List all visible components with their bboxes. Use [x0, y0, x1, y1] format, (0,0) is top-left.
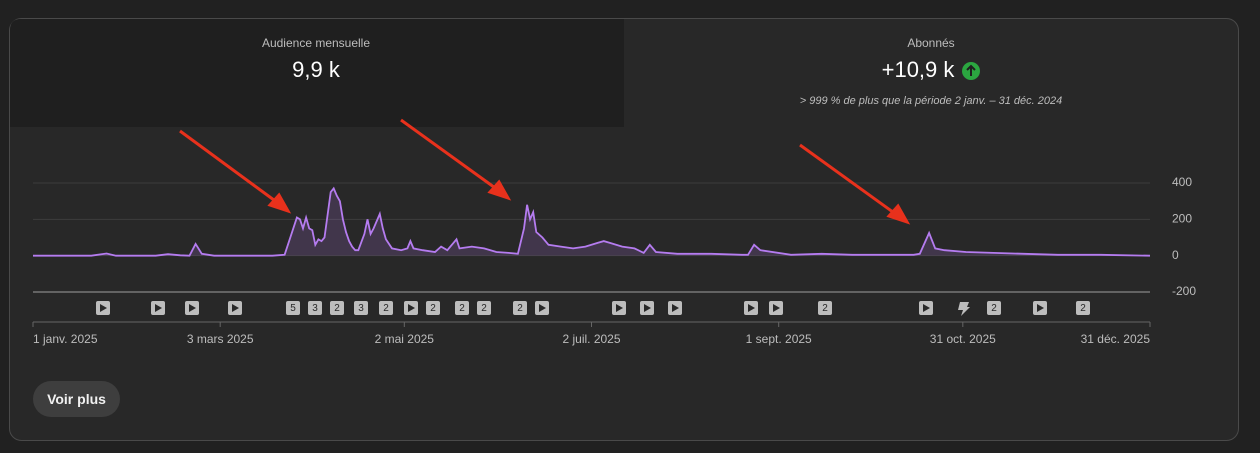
- video-badge-count: 3: [312, 303, 318, 314]
- play-icon: [232, 304, 239, 312]
- area: [33, 188, 1150, 256]
- y-tick-label: 0: [1172, 248, 1179, 262]
- x-tick-label: 31 déc. 2025: [1081, 332, 1151, 346]
- arrow-head: [487, 179, 512, 201]
- play-icon: [155, 304, 162, 312]
- tab-value: 9,9 k: [292, 57, 341, 82]
- see-more-button[interactable]: Voir plus: [33, 381, 120, 417]
- up-arrow: [966, 64, 976, 76]
- play-icon: [773, 304, 780, 312]
- annotations: [179, 118, 911, 225]
- x-tick-label: 1 janv. 2025: [33, 332, 98, 346]
- play-icon: [408, 304, 415, 312]
- video-badge-count: 2: [517, 303, 523, 314]
- line: [33, 186, 1151, 257]
- active-tab[interactable]: [10, 19, 624, 127]
- shorts-icon: [958, 302, 970, 316]
- video-badge-count: 2: [991, 303, 997, 314]
- video-badge: [455, 301, 469, 315]
- play-icon: [644, 304, 651, 312]
- video-badge-count: 2: [334, 303, 340, 314]
- video-badge-count: 3: [358, 303, 364, 314]
- video-badge: [286, 301, 300, 315]
- play-icon: [616, 304, 623, 312]
- tab-note: > 999 % de plus que la période 2 janv. –…: [800, 95, 1062, 107]
- video-badge-count: 2: [430, 303, 436, 314]
- play-icon: [539, 304, 546, 312]
- play-icon: [189, 304, 196, 312]
- play-icon: [672, 304, 679, 312]
- x-tick-label: 31 oct. 2025: [930, 332, 996, 346]
- play-icon: [1037, 304, 1044, 312]
- video-badge: [987, 301, 1001, 315]
- video-badge-count: 2: [822, 303, 828, 314]
- play-icon: [100, 304, 107, 312]
- video-badge-count: 2: [1080, 303, 1086, 314]
- tab-value: +10,9 k: [882, 57, 956, 82]
- video-badge-count: 2: [383, 303, 389, 314]
- x-tick-label: 3 mars 2025: [187, 332, 254, 346]
- video-badge: [379, 301, 393, 315]
- plot: 400 200 0 -200 1 janv. 2025 3 mars 2025 2 mai …: [32, 175, 1196, 346]
- video-badge-count: 5: [290, 303, 296, 314]
- tab-label: Abonnés: [907, 36, 954, 50]
- video-badge-count: 2: [459, 303, 465, 314]
- y-tick-label: 200: [1172, 212, 1192, 226]
- y-tick-label: -200: [1172, 284, 1196, 298]
- video-badge: [818, 301, 832, 315]
- play-icon: [923, 304, 930, 312]
- video-badge: [354, 301, 368, 315]
- video-badge: [426, 301, 440, 315]
- arrow: [799, 143, 898, 217]
- video-badge: [308, 301, 322, 315]
- arrow: [400, 118, 499, 192]
- arrow-head: [886, 203, 911, 225]
- video-badge: [1076, 301, 1090, 315]
- x-tick-label: 1 sept. 2025: [746, 332, 812, 346]
- video-badge: [513, 301, 527, 315]
- x-tick-label: 2 mai 2025: [375, 332, 435, 346]
- video-badge-count: 2: [481, 303, 487, 314]
- video-badge: [330, 301, 344, 315]
- x-tick-label: 2 juil. 2025: [562, 332, 620, 346]
- play-icon: [748, 304, 755, 312]
- y-tick-label: 400: [1172, 175, 1192, 189]
- arrow: [179, 129, 279, 205]
- tab-label: Audience mensuelle: [262, 36, 370, 50]
- video-badge: [477, 301, 491, 315]
- arrow-head: [267, 192, 292, 214]
